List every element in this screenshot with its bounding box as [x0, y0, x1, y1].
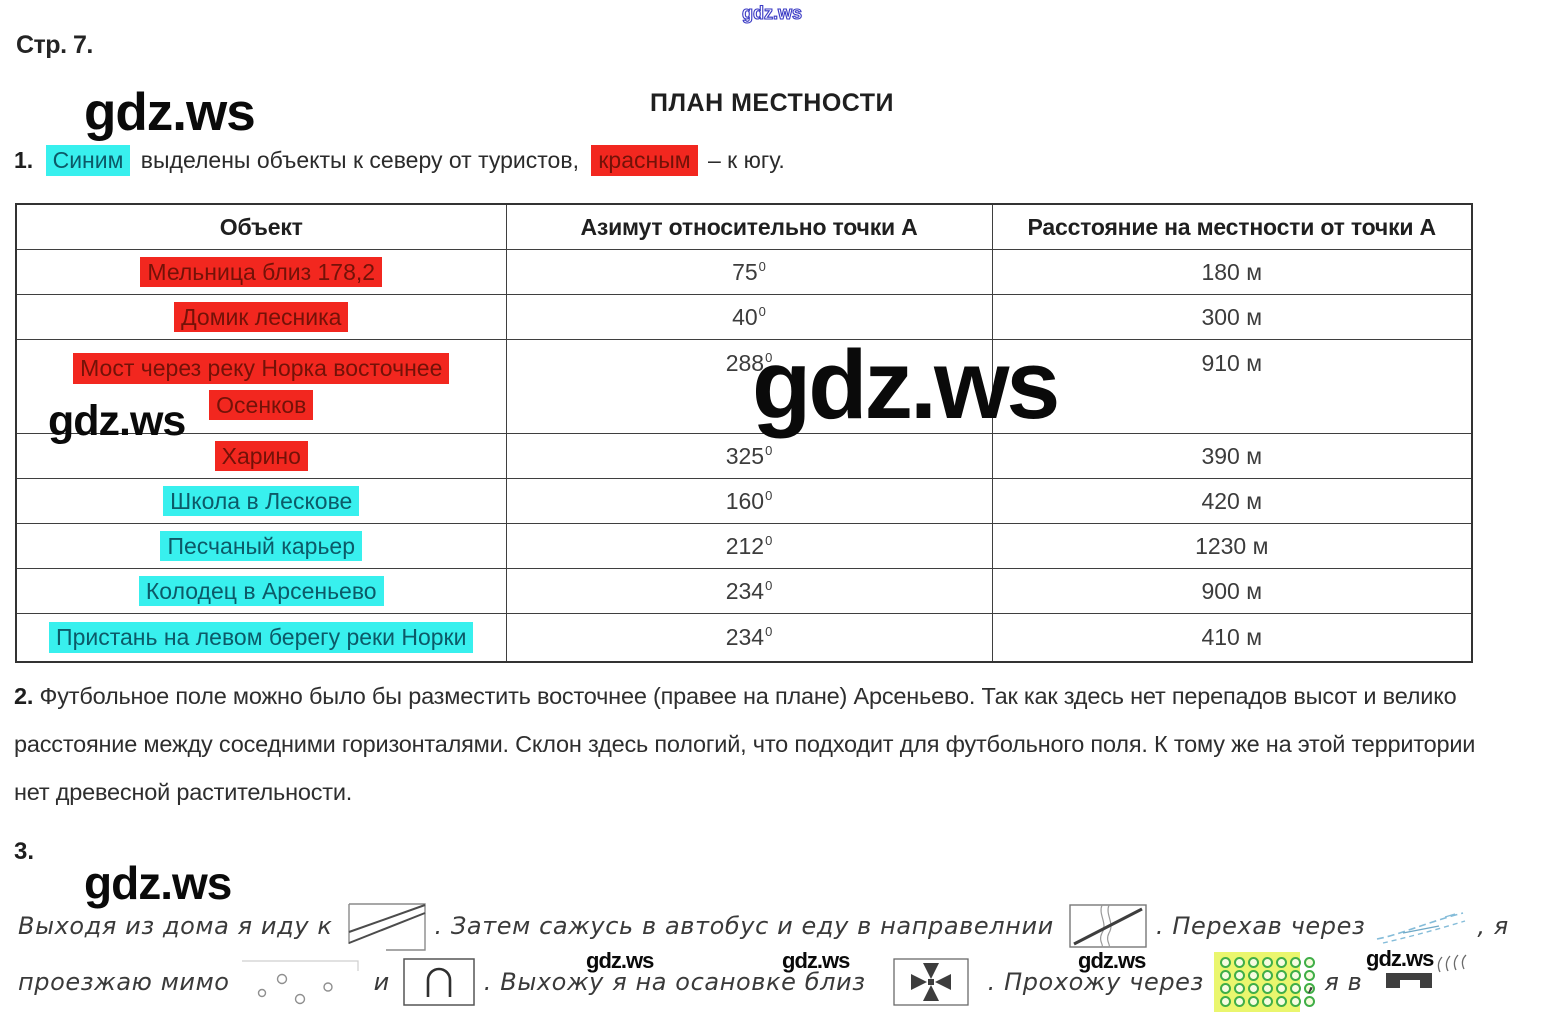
- watermark-title-area: gdz.ws: [84, 83, 256, 142]
- task3-line1-text1: Выходя из дома я иду к: [18, 912, 333, 940]
- church-symbol-icon: [892, 958, 969, 1006]
- object-name: Колодец в Арсеньево: [138, 575, 384, 607]
- distance-value: 300 м: [991, 294, 1473, 340]
- distance-value: 410 м: [991, 613, 1473, 663]
- task1-tail-text: – к югу.: [707, 147, 785, 173]
- azimuth-value: 2340: [505, 568, 993, 614]
- task1-red-word: красным: [591, 145, 698, 176]
- table-row: Мост через реку Норка восточнее Осенков …: [15, 339, 1473, 434]
- task1-number: 1.: [14, 147, 34, 173]
- task2-line2: расстояние между соседними горизонталями…: [14, 731, 1476, 757]
- arch-symbol-icon: [403, 958, 475, 1006]
- task3-line1: Выходя из дома я иду к . Затем сажусь в …: [18, 893, 1509, 959]
- task2-line3: нет древесной растительности.: [14, 779, 353, 805]
- task3-line2-text3: . Выхожу я на осановке близ: [483, 968, 866, 996]
- distance-value: 420 м: [991, 478, 1473, 524]
- watermark-bottom-4: gdz.ws: [1366, 946, 1434, 971]
- scattered-trees-symbol-icon: [241, 960, 359, 1005]
- watermark-center-large: gdz.ws: [752, 330, 1060, 439]
- task2-line1: 2. Футбольное поле можно было бы размест…: [14, 683, 1457, 710]
- task3-line1-text4: , я: [1477, 912, 1509, 940]
- object-name: Пристань на левом берегу реки Норки: [49, 622, 474, 653]
- table-row: Песчаный карьер 2120 1230 м: [15, 523, 1473, 569]
- object-name-line2: Осенков: [209, 389, 314, 421]
- object-name: Домик лесника: [174, 301, 349, 333]
- table-row: Харино 3250 390 м: [15, 433, 1473, 479]
- table-row: Пристань на левом берегу реки Норки 2340…: [15, 613, 1473, 663]
- task3-line2-text4: . Прохожу через: [987, 968, 1204, 996]
- azimuth-value: 1600: [505, 478, 993, 524]
- task1-blue-word: Синим: [45, 145, 131, 176]
- watermark-table-left: gdz.ws: [48, 397, 186, 445]
- object-name: Харино: [214, 440, 308, 472]
- watermark-top-blue: gdz.ws: [741, 3, 803, 23]
- distance-value: 900 м: [991, 568, 1473, 614]
- page-title: ПЛАН МЕСТНОСТИ: [650, 89, 894, 117]
- bridge-over-river-symbol-icon: [1069, 904, 1147, 948]
- task2-number: 2.: [14, 683, 34, 709]
- column-header-distance: Расстояние на местности от точки А: [991, 203, 1473, 250]
- watermark-bottom-3: gdz.ws: [1078, 948, 1146, 973]
- distance-value: 1230 м: [991, 523, 1473, 569]
- object-name: Школа в Лескове: [163, 485, 360, 517]
- azimuth-value: 400: [505, 294, 993, 340]
- task3-line2: проезжаю мимо и . Выхожу я на осановке б…: [18, 950, 1467, 1014]
- highway-road-symbol-icon: [348, 903, 427, 951]
- building-symbol-group: [1384, 954, 1467, 997]
- distance-value: 180 м: [991, 249, 1473, 295]
- distance-value: 390 м: [991, 433, 1473, 479]
- task3-line1-text2: . Затем сажусь в автобус и еду в направе…: [434, 912, 1054, 940]
- table-row: Мельница близ 178,2 750 180 м: [15, 249, 1473, 295]
- hatch-marks-icon: [1438, 954, 1467, 972]
- task3-line1-text3: . Перехав через: [1155, 912, 1366, 940]
- orchard-symbol-icon: [1213, 952, 1315, 1012]
- task3-line2-text5: , я в: [1307, 968, 1363, 996]
- building-symbol-icon: [1386, 972, 1433, 988]
- task2-line1-text: Футбольное поле можно было бы разместить…: [39, 683, 1457, 709]
- objects-table: Объект Азимут относительно точки А Расст…: [15, 203, 1473, 663]
- task1-statement: 1. Синим выделены объекты к северу от ту…: [14, 145, 785, 176]
- watermark-task3: gdz.ws: [84, 857, 232, 909]
- azimuth-value: 2340: [505, 613, 993, 663]
- watermark-bottom-2: gdz.ws: [782, 948, 850, 973]
- azimuth-value: 3250: [505, 433, 993, 479]
- object-name: Мельница близ 178,2: [140, 256, 383, 288]
- task3-number: 3.: [14, 838, 35, 865]
- page-label: Стр. 7.: [16, 31, 93, 59]
- table-header-row: Объект Азимут относительно точки А Расст…: [15, 203, 1473, 250]
- watermark-bottom-1: gdz.ws: [586, 948, 654, 973]
- distance-value: 910 м: [991, 339, 1473, 434]
- table-row: Школа в Лескове 1600 420 м: [15, 478, 1473, 524]
- table-row: Колодец в Арсеньево 2340 900 м: [15, 568, 1473, 614]
- object-name: Мост через реку Норка восточнее: [73, 352, 450, 384]
- task3-line2-text1: проезжаю мимо: [18, 968, 230, 996]
- task1-middle-text: выделены объекты к северу от туристов,: [140, 147, 579, 173]
- table-row: Домик лесника 400 300 м: [15, 294, 1473, 340]
- task3-line2-text2: и: [373, 968, 390, 996]
- azimuth-value: 2120: [505, 523, 993, 569]
- object-name: Песчаный карьер: [160, 530, 363, 562]
- column-header-azimuth: Азимут относительно точки А: [505, 203, 993, 250]
- river-sketch-icon: [1377, 912, 1466, 944]
- column-header-object: Объект: [15, 203, 507, 250]
- azimuth-value: 750: [505, 249, 993, 295]
